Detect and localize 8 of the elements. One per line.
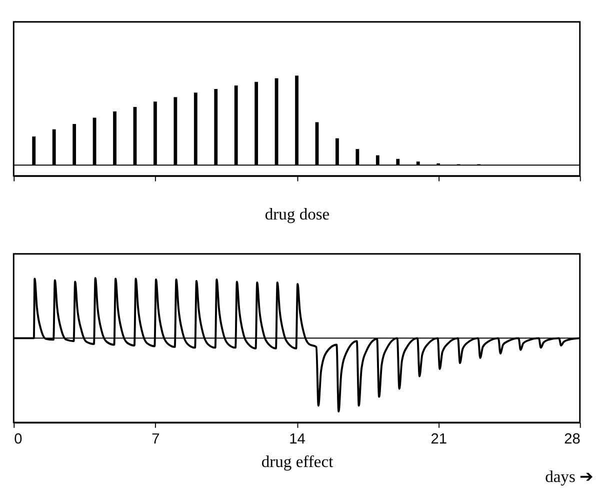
text: days ➔ xyxy=(545,466,594,486)
x-axis-title: drug dose xyxy=(264,204,330,224)
x-tick-label: 28 xyxy=(564,431,580,448)
x-tick-label: 21 xyxy=(430,431,447,448)
x-axis-title: drug effect xyxy=(261,452,334,471)
x-tick-label: 14 xyxy=(289,431,306,448)
x-tick-label: 0 xyxy=(14,431,22,448)
x-tick-label: 7 xyxy=(152,431,160,448)
